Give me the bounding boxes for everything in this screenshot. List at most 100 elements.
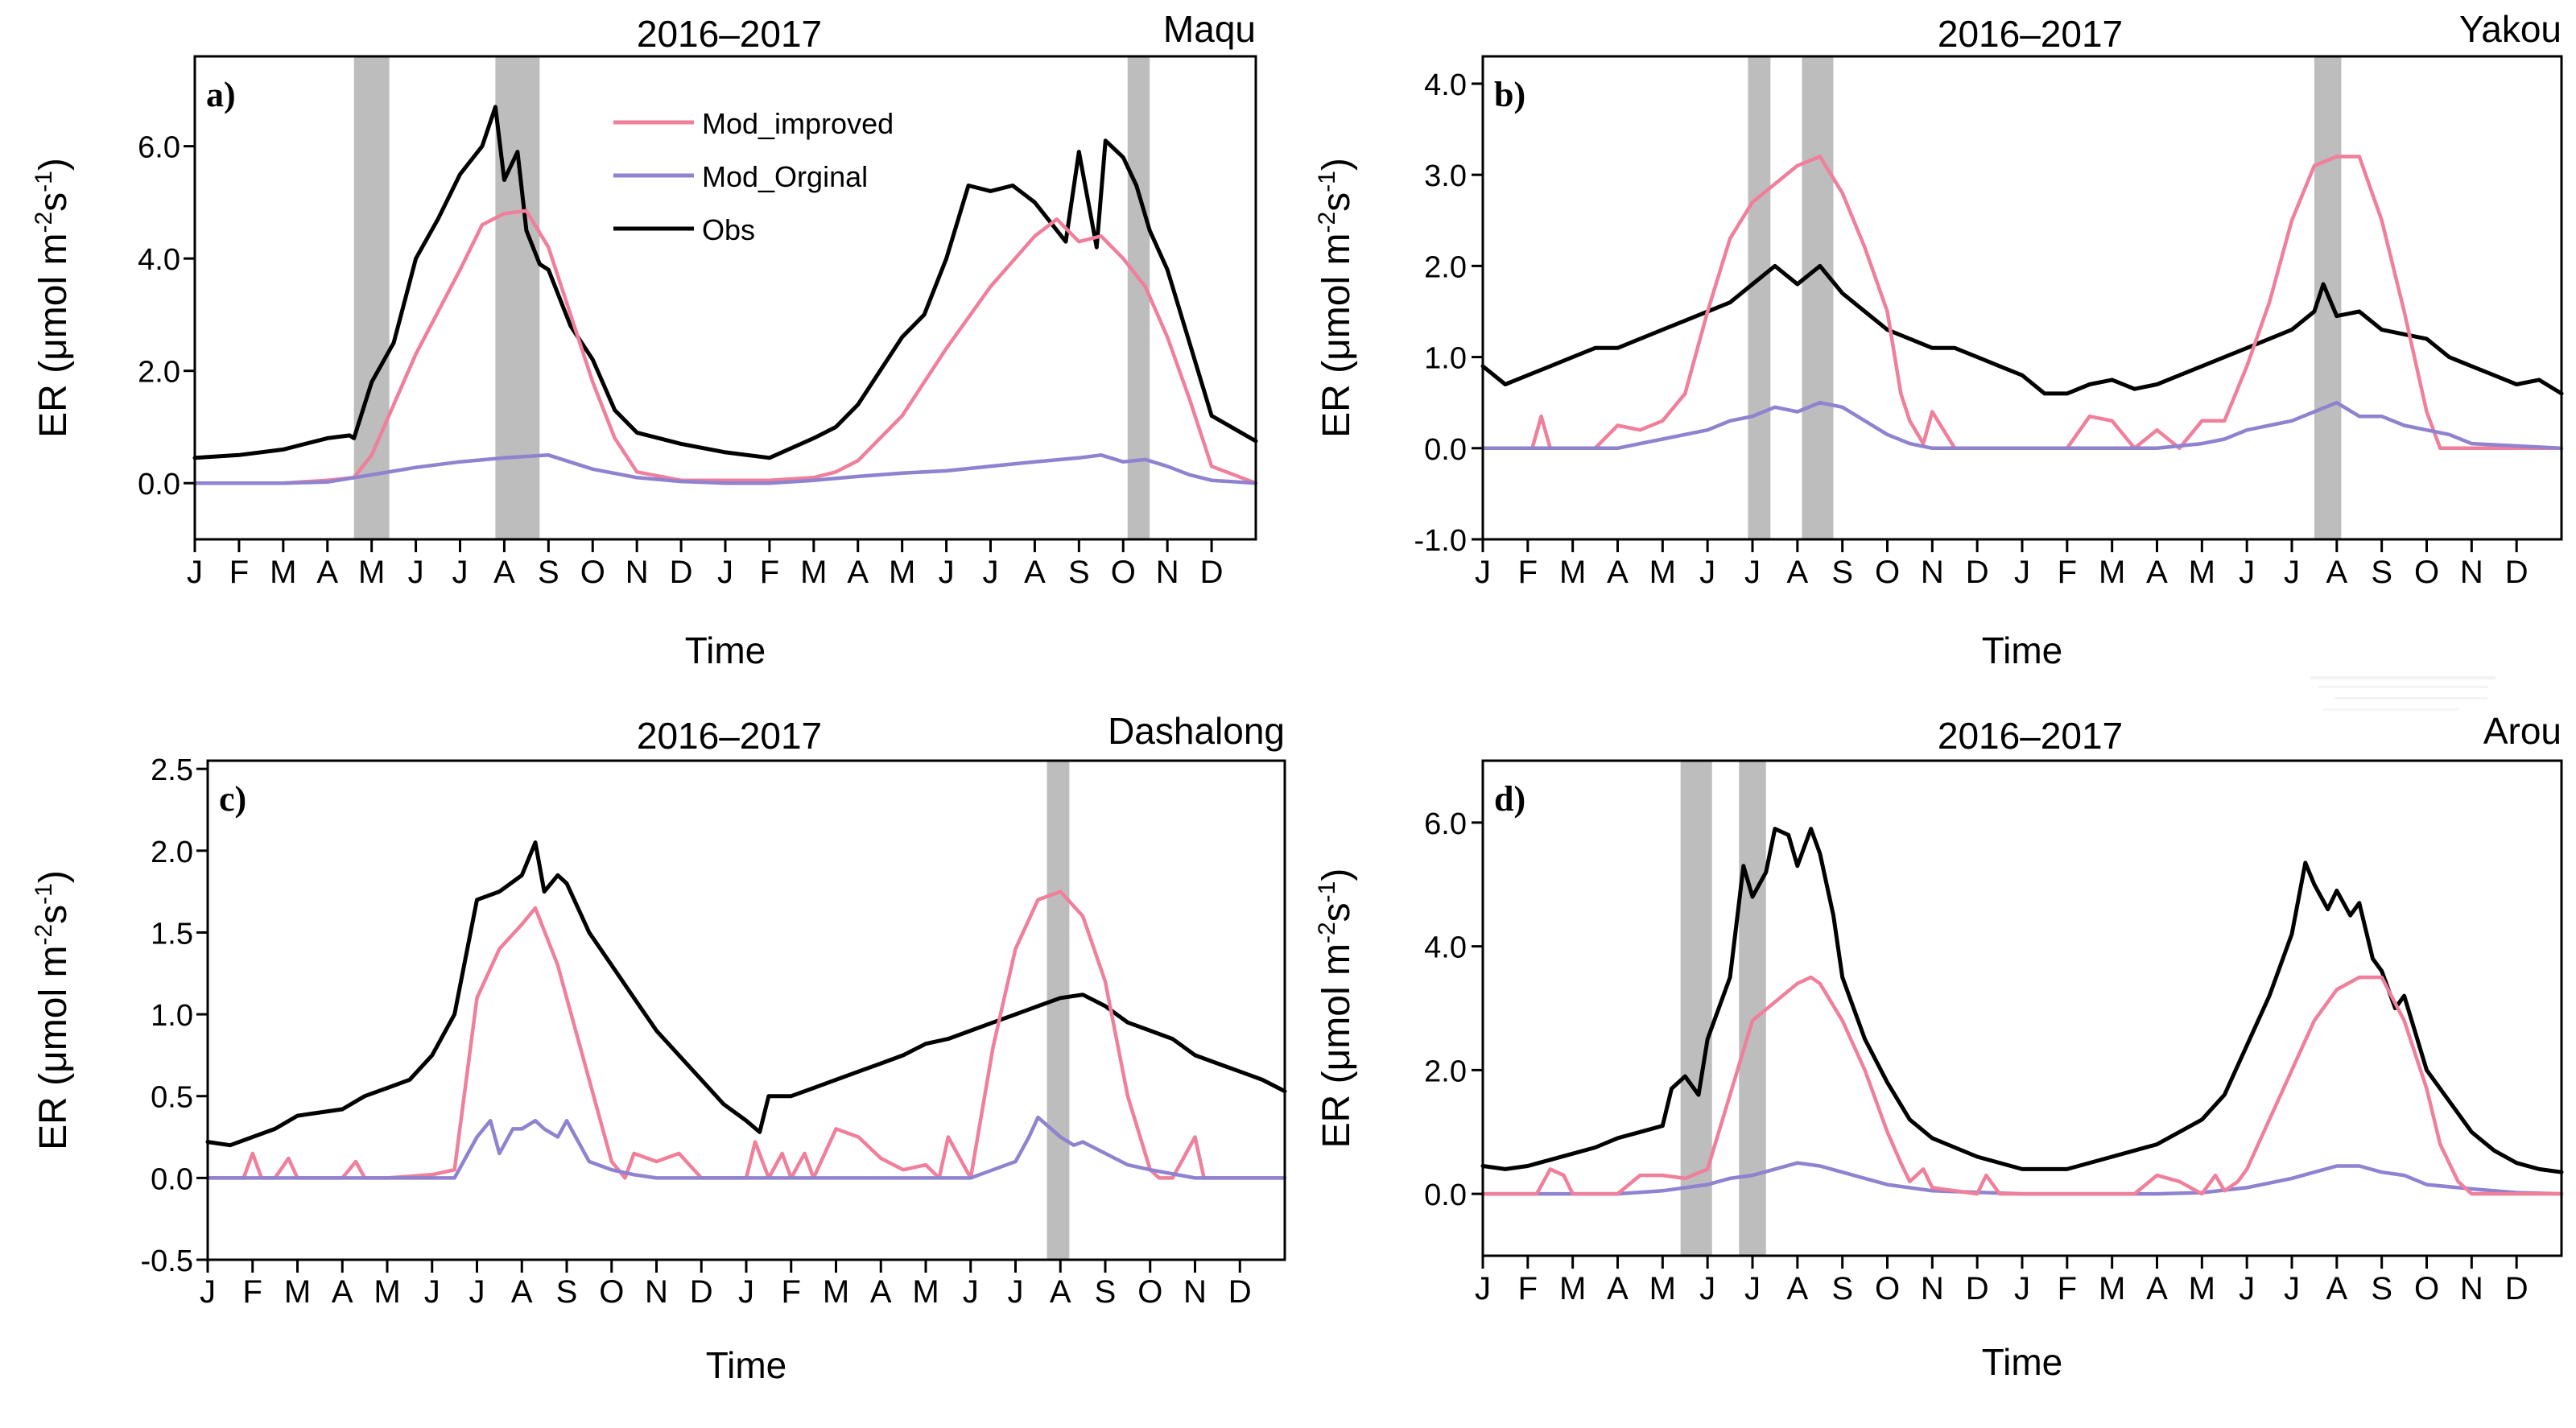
y-axis-title-exp: -2: [1314, 212, 1340, 233]
month-label: A: [332, 1274, 353, 1310]
month-label: J: [2014, 1271, 2030, 1306]
series-line-obs: [205, 840, 1287, 1148]
panel-yakou: -1.00.01.02.03.04.0J F M A M J J A S O N D J F M A M J J A S…: [1314, 8, 2564, 671]
month-label: J: [469, 1274, 485, 1310]
month-label: J: [2239, 555, 2255, 590]
month-label: O: [580, 555, 605, 590]
month-label: M: [2189, 1271, 2215, 1306]
month-label: D: [1200, 555, 1224, 590]
y-tick-label: -0.5: [141, 1244, 193, 1278]
y-axis-title-paren: ): [32, 870, 75, 883]
month-label: M: [270, 555, 296, 590]
y-axis-title-unit: s: [1315, 192, 1358, 212]
y-axis-title-er: ER (: [1315, 361, 1358, 438]
y-axis-title-exp: -2: [1314, 922, 1340, 943]
month-label: S: [1831, 1271, 1853, 1306]
month-label: S: [556, 1274, 578, 1310]
y-axis-title-unit: s: [32, 905, 75, 924]
month-label: A: [1050, 1274, 1071, 1310]
month-label: J: [1744, 555, 1761, 590]
month-label: D: [690, 1274, 713, 1310]
month-label: M: [889, 555, 915, 590]
month-label: A: [1024, 555, 1046, 590]
series-line-improved: [192, 208, 1258, 485]
y-axis-title-unit: μmol m: [1315, 943, 1358, 1071]
month-label: D: [670, 555, 693, 590]
month-label: F: [1518, 555, 1538, 590]
y-axis-title: ER (μmol m-2s-1): [1314, 158, 1358, 438]
panel-arou: 0.02.04.06.0J F M A M J J A S O N D J F M A M J J A S O N D2016…: [1314, 710, 2564, 1383]
panel-title: 2016–2017: [1938, 715, 2123, 757]
month-label: A: [1607, 1271, 1629, 1306]
month-label: M: [800, 555, 827, 590]
y-tick-label: 4.0: [1424, 931, 1467, 965]
panel-label: a): [206, 75, 236, 114]
month-label: D: [1966, 1271, 1989, 1306]
y-axis-title-paren: ): [1315, 158, 1358, 171]
month-label: J: [1699, 1271, 1715, 1306]
month-label: A: [847, 555, 869, 590]
month-label: J: [452, 555, 469, 590]
panel-label: b): [1494, 75, 1525, 114]
month-label: M: [912, 1274, 939, 1310]
y-tick-label: 0.0: [1424, 433, 1467, 467]
month-label: D: [2505, 1271, 2529, 1306]
month-label: J: [717, 555, 733, 590]
month-label: M: [1559, 1271, 1586, 1306]
month-label: D: [1966, 555, 1989, 590]
y-axis-title-exp: -1: [1314, 171, 1340, 192]
month-label: M: [2099, 555, 2125, 590]
month-label: M: [284, 1274, 311, 1310]
site-name: Arou: [2483, 710, 2562, 752]
month-label: F: [243, 1274, 262, 1310]
y-tick-label: 0.0: [151, 1162, 193, 1196]
y-axis-title-er: ER (: [1315, 1071, 1358, 1148]
month-label: O: [1875, 1271, 1900, 1306]
month-label: N: [1921, 555, 1944, 590]
month-label: O: [1875, 555, 1900, 590]
month-label: J: [2239, 1271, 2255, 1306]
month-label: A: [316, 555, 338, 590]
month-label: J: [983, 555, 999, 590]
series-line-original: [205, 1115, 1287, 1180]
month-label: J: [1475, 555, 1491, 590]
month-label: S: [2371, 1271, 2392, 1306]
series-line-obs: [192, 105, 1258, 460]
month-label: J: [1699, 555, 1715, 590]
month-label: J: [1008, 1274, 1024, 1310]
y-tick-label: 0.0: [1424, 1178, 1467, 1212]
month-label: A: [1786, 555, 1808, 590]
month-label: J: [2014, 555, 2030, 590]
month-label: J: [424, 1274, 440, 1310]
month-label: J: [1744, 1271, 1761, 1306]
panel-dashalong: -0.50.00.51.01.52.02.5J F M A M J J A S O N D J F M A M J…: [31, 710, 1287, 1386]
y-axis-title: ER (μmol m-2s-1): [1314, 869, 1358, 1149]
y-axis-title-exp: -1: [1314, 881, 1340, 903]
series-line-improved: [1480, 975, 2564, 1196]
month-label: J: [963, 1274, 979, 1310]
month-label: J: [2284, 1271, 2300, 1306]
month-label: A: [493, 555, 515, 590]
month-label: A: [1786, 1271, 1808, 1306]
x-axis-title: Time: [706, 1344, 787, 1386]
panel-maqu: 0.02.04.06.0J F M A M J J A S O N D J F M A M J J A S O N D2016…: [31, 8, 1258, 671]
x-axis-title: Time: [1982, 1341, 2063, 1383]
y-axis-title: ER (μmol m-2s-1): [31, 870, 75, 1150]
month-label: S: [2371, 555, 2392, 590]
month-label: J: [187, 555, 203, 590]
y-tick-label: 4.0: [138, 243, 180, 277]
y-tick-label: 0.0: [138, 468, 180, 501]
y-tick-label: 6.0: [1424, 807, 1467, 841]
month-label: N: [2460, 1271, 2483, 1306]
y-axis-title-unit: μmol m: [32, 946, 75, 1073]
shaded-period: [1739, 761, 1766, 1256]
y-axis-title-er: ER (: [32, 361, 75, 438]
month-label: N: [625, 555, 649, 590]
month-label: J: [408, 555, 424, 590]
month-label: M: [1649, 555, 1676, 590]
series-line-obs: [1480, 263, 2564, 396]
y-tick-label: 1.0: [151, 999, 193, 1033]
month-label: N: [645, 1274, 668, 1310]
month-label: J: [939, 555, 955, 590]
